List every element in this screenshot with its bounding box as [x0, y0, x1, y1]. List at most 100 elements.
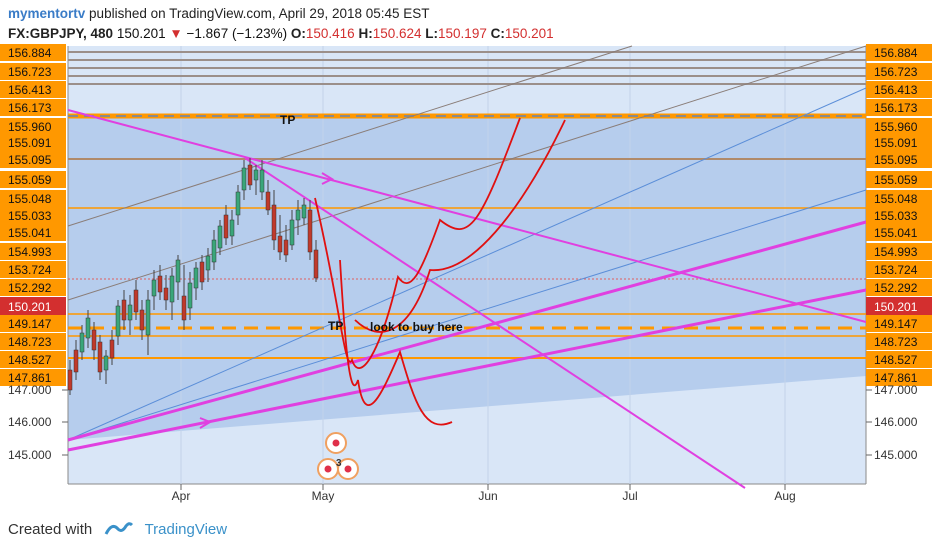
candle-body-16	[163, 287, 169, 301]
event-dot-2	[344, 465, 352, 473]
price-badge-left-13	[0, 279, 66, 296]
y-tick-label-left-1: 146.000	[8, 415, 52, 429]
candle-body-26	[223, 214, 229, 239]
forecast-path-2	[339, 259, 453, 426]
candle-body-38	[295, 209, 301, 221]
price-change: −1.867 (−1.23%)	[186, 26, 288, 41]
price-label-right-10: 155.041	[874, 226, 918, 240]
price-badge-right-0	[866, 44, 932, 61]
price-label-left-6: 155.095	[8, 153, 52, 167]
price-badge-right-2	[866, 81, 932, 98]
candle-body-15	[157, 275, 163, 293]
footer: Created with TradingView	[8, 520, 227, 542]
tradingview-logo-icon	[104, 520, 134, 540]
candle-body-3	[85, 317, 91, 339]
price-badge-right-10	[866, 224, 932, 241]
price-badge-right-8	[866, 190, 932, 207]
channel-blue-upper	[67, 87, 867, 441]
x-tick-label-apr: Apr	[172, 489, 191, 503]
price-label-left-11: 154.993	[8, 245, 52, 259]
price-badge-left-9	[0, 207, 66, 224]
candle-body-25	[217, 225, 223, 249]
price-badge-right-11	[866, 243, 932, 260]
price-badge-right-3	[866, 99, 932, 116]
price-label-right-3: 156.173	[874, 101, 918, 115]
price-label-left-7: 155.059	[8, 173, 52, 187]
price-label-left-3: 156.173	[8, 101, 52, 115]
price-badge-left-14	[0, 315, 66, 332]
y-tick-label-left-0: 147.000	[8, 383, 52, 397]
candle-body-20	[187, 282, 193, 309]
price-badge-right-17	[866, 369, 932, 386]
price-label-left-2: 156.413	[8, 83, 52, 97]
author-link[interactable]: mymentortv	[8, 6, 86, 21]
event-count-label: 3	[336, 458, 342, 469]
candle-body-9	[121, 299, 127, 321]
support-arrow-icon	[199, 417, 213, 429]
price-label-left-10: 155.041	[8, 226, 52, 240]
candle-body-39	[301, 204, 307, 219]
price-badge-right-4	[866, 118, 932, 135]
down-arrow-icon: ▼	[169, 26, 183, 41]
price-label-left-15: 148.723	[8, 335, 52, 349]
price-badge-left-15	[0, 333, 66, 350]
candle-body-7	[109, 339, 115, 359]
price-label-right-8: 155.048	[874, 192, 918, 206]
price-label-left-13: 152.292	[8, 281, 52, 295]
price-label-left-9: 155.033	[8, 209, 52, 223]
candle-body-32	[259, 169, 265, 193]
price-badge-left-0	[0, 44, 66, 61]
low-label: L:	[425, 26, 439, 41]
price-label-right-11: 154.993	[874, 245, 918, 259]
price-badge-left-3	[0, 99, 66, 116]
price-label-left-17: 147.861	[8, 371, 52, 385]
price-badge-right-16	[866, 351, 932, 368]
tp-label-top: TP	[280, 113, 295, 127]
price-label-right-6: 155.095	[874, 153, 918, 167]
close-value: 150.201	[504, 26, 554, 41]
candle-body-6	[103, 355, 109, 371]
tp-label-bottom: TP	[328, 319, 343, 333]
candle-body-22	[199, 261, 205, 283]
candle-body-11	[133, 289, 139, 313]
lower-support-line	[67, 288, 867, 452]
price-chart[interactable]: TP TP look to buy here 156.884 156.884 156.72…	[0, 44, 932, 514]
last-price-badge-left	[0, 297, 66, 315]
price-label-left-5: 155.091	[8, 136, 52, 150]
price-badge-right-7	[866, 171, 932, 188]
high-value: 150.624	[372, 26, 422, 41]
price-label-right-0: 156.884	[874, 46, 918, 60]
created-with-text: Created with	[8, 520, 93, 538]
tradingview-brand-link[interactable]: TradingView	[144, 520, 228, 538]
candle-body-13	[145, 299, 151, 336]
price-badge-left-6	[0, 151, 66, 168]
price-label-right-15: 148.723	[874, 335, 918, 349]
candle-body-12	[139, 309, 145, 331]
candle-body-19	[181, 295, 187, 321]
forecast-path-3	[354, 119, 566, 333]
candle-body-27	[229, 219, 235, 237]
event-dot-0	[332, 439, 340, 447]
price-label-right-9: 155.033	[874, 209, 918, 223]
x-tick-label-jun: Jun	[478, 489, 497, 503]
candle-body-28	[235, 191, 241, 216]
price-label-right-14: 149.147	[874, 317, 918, 331]
symbol-line: FX:GBPJPY, 480 150.201 ▼ −1.867 (−1.23%)…	[8, 26, 554, 41]
x-tick-label-aug: Aug	[774, 489, 795, 503]
candle-body-24	[211, 239, 217, 263]
event-dot-1	[324, 465, 332, 473]
trend-arrow-icon	[321, 172, 335, 185]
y-tick-label-right-2: 145.000	[874, 448, 918, 462]
candle-body-36	[283, 239, 289, 256]
close-label: C:	[490, 26, 505, 41]
downtrend-line	[67, 109, 867, 323]
x-tick-label-jul: Jul	[622, 489, 637, 503]
candle-body-23	[205, 255, 211, 271]
y-tick-label-right-1: 146.000	[874, 415, 918, 429]
channel-upper-line	[67, 45, 633, 227]
price-label-right-16: 148.527	[874, 353, 918, 367]
price-label-right-1: 156.723	[874, 65, 918, 79]
price-label-right-13: 152.292	[874, 281, 918, 295]
last-price-label-right: 150.201	[874, 300, 918, 314]
price-badge-left-11	[0, 243, 66, 260]
